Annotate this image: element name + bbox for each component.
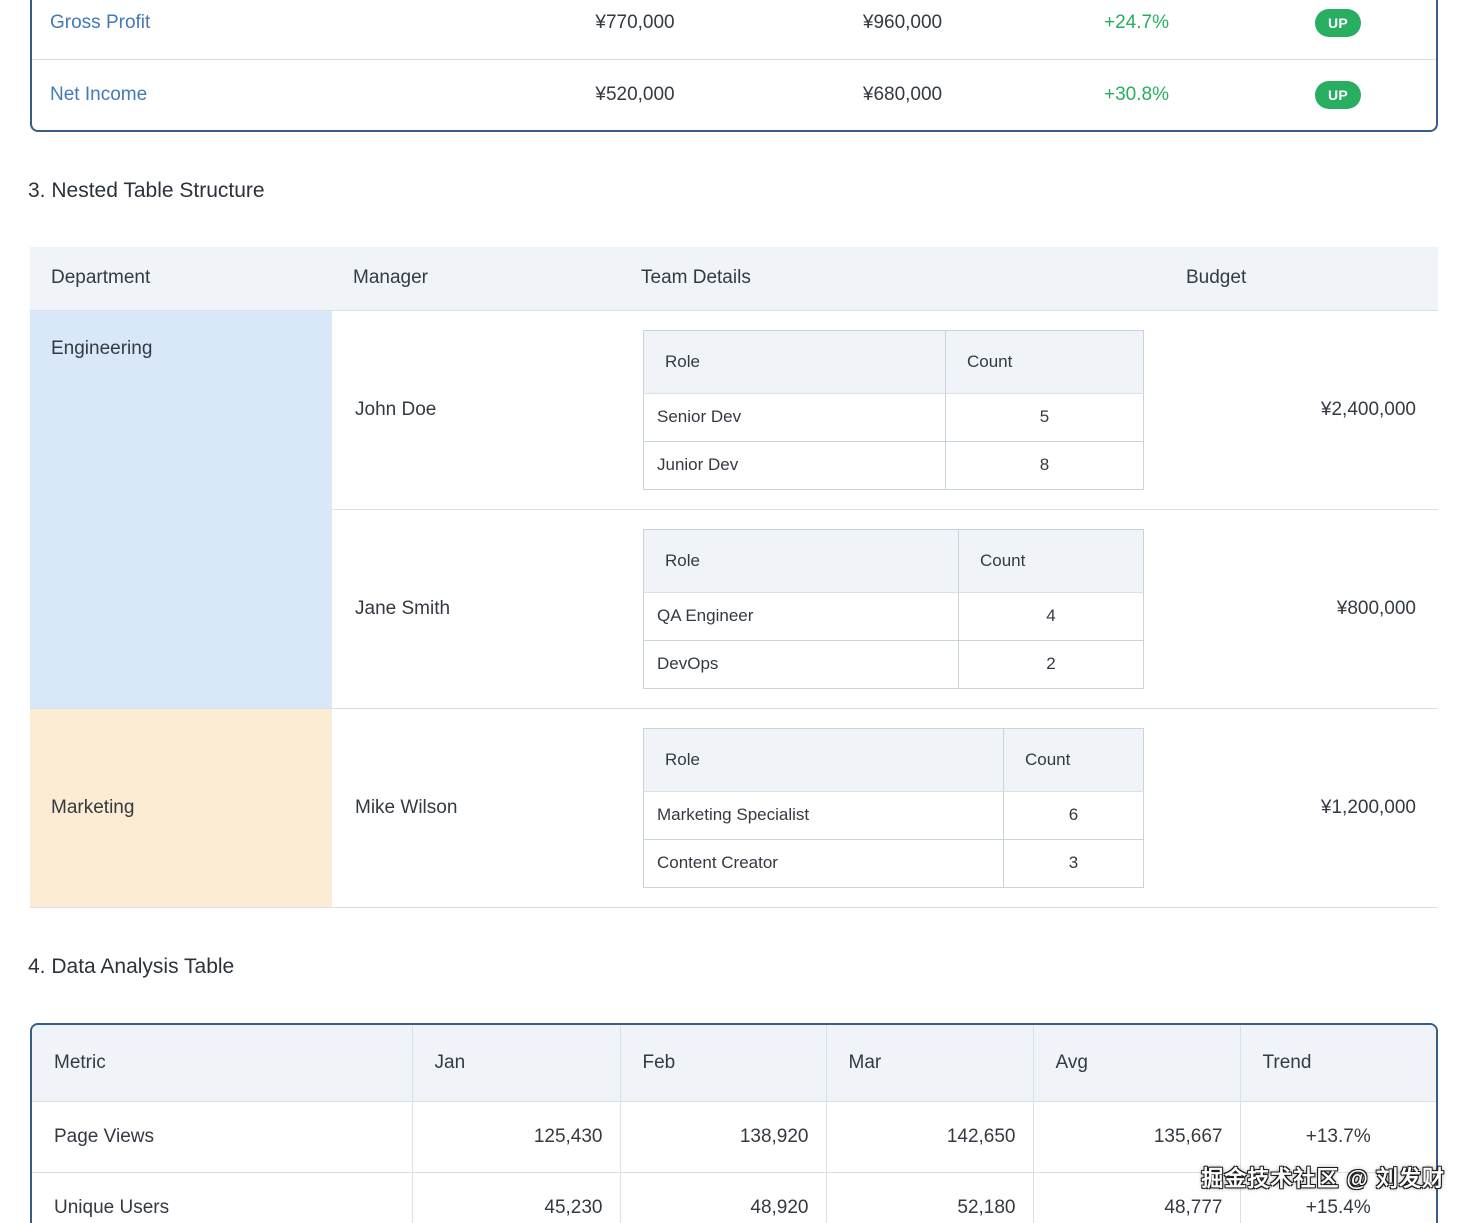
status-badge: UP — [1314, 9, 1362, 38]
analysis-table-frame: Metric Jan Feb Mar Avg Trend Page Views … — [30, 1022, 1438, 1223]
inner-col-count: Count — [1003, 727, 1144, 792]
value-cell: 48,920 — [620, 1172, 827, 1223]
budget-cell: ¥2,400,000 — [1320, 398, 1416, 420]
team-table: Role Count Senior Dev 5 Junior Dev — [643, 329, 1144, 490]
table-row: Marketing Mike Wilson Role Count — [30, 707, 1438, 907]
section-title-nested-table: 3. Nested Table Structure — [28, 179, 265, 202]
inner-row: Marketing Specialist 6 — [643, 790, 1144, 840]
inner-col-role: Role — [643, 727, 1004, 792]
role-cell: Content Creator — [643, 838, 1004, 888]
nested-structure-table: Department Manager Team Details Budget E… — [30, 247, 1438, 908]
table-row: Engineering John Doe Role Count — [30, 310, 1438, 708]
header-row: Department Manager Team Details Budget — [30, 247, 1438, 311]
team-details-cell: Role Count Marketing Specialist 6 Conten… — [620, 707, 1165, 907]
inner-row: DevOps 2 — [643, 639, 1144, 689]
count-cell: 8 — [945, 440, 1144, 490]
role-cell: DevOps — [643, 639, 959, 689]
value-cell: 138,920 — [620, 1101, 827, 1173]
inner-row: Junior Dev 8 — [643, 440, 1144, 490]
status-badge: UP — [1314, 80, 1362, 109]
inner-header-row: Role Count — [643, 329, 1144, 394]
col-header-team-details: Team Details — [620, 247, 1165, 311]
badge-cell: UP — [1240, 58, 1436, 130]
value-cell: 45,230 — [412, 1172, 621, 1223]
metric-label: Gross Profit — [50, 12, 151, 34]
budget-cell: ¥800,000 — [1165, 508, 1438, 708]
table-row: Unique Users 45,230 48,920 52,180 48,777… — [32, 1172, 1436, 1223]
col-header-jan: Jan — [412, 1024, 621, 1102]
inner-col-role: Role — [643, 528, 959, 593]
team-table: Role Count Marketing Specialist 6 Conten… — [643, 727, 1144, 888]
value-cell: 125,430 — [412, 1101, 621, 1173]
role-cell: Senior Dev — [643, 392, 946, 442]
badge-cell: UP — [1240, 0, 1436, 59]
value-cell: ¥960,000 — [862, 12, 943, 34]
inner-row: Content Creator 3 — [643, 838, 1144, 888]
inner-col-count: Count — [958, 528, 1144, 593]
count-cell: 4 — [958, 591, 1144, 641]
change-percent: +30.8% — [1033, 58, 1240, 130]
trend-cell: +15.4% — [1240, 1172, 1436, 1223]
value-cell: ¥520,000 — [498, 58, 772, 130]
col-header-metric: Metric — [32, 1024, 413, 1102]
data-analysis-table: Metric Jan Feb Mar Avg Trend Page Views … — [32, 1024, 1436, 1223]
financial-comparison-table: Gross Profit ¥770,000 ¥960,000 +24.7% UP… — [32, 0, 1436, 130]
role-cell: Junior Dev — [643, 440, 946, 490]
table-row: Jane Smith Role Count QA Engineer — [30, 508, 1438, 708]
team-details-cell: Role Count Senior Dev 5 Junior Dev — [620, 310, 1165, 509]
section-title-data-analysis: 4. Data Analysis Table — [28, 954, 235, 978]
count-cell: 5 — [945, 392, 1144, 442]
inner-row: Senior Dev 5 — [643, 392, 1144, 442]
department-cell: Marketing — [30, 707, 332, 907]
role-cell: QA Engineer — [643, 591, 959, 641]
col-header-trend: Trend — [1240, 1024, 1436, 1102]
col-header-budget: Budget — [1165, 247, 1438, 311]
manager-cell: Jane Smith — [332, 508, 620, 708]
trend-cell: +13.7% — [1305, 1126, 1371, 1147]
header-row: Metric Jan Feb Mar Avg Trend — [32, 1024, 1436, 1102]
metric-label: Page Views — [32, 1101, 413, 1173]
inner-col-role: Role — [643, 329, 946, 394]
metric-label: Net Income — [32, 58, 498, 130]
metric-label: Unique Users — [32, 1172, 413, 1223]
inner-header-row: Role Count — [643, 528, 1144, 593]
change-percent: +24.7% — [1104, 12, 1169, 34]
count-cell: 2 — [958, 639, 1144, 689]
watermark: 掘金技术社区 @ 刘发财 — [1201, 1166, 1445, 1191]
financial-table-frame: Gross Profit ¥770,000 ¥960,000 +24.7% UP… — [30, 0, 1438, 132]
count-cell: 6 — [1003, 790, 1144, 840]
value-cell: ¥680,000 — [772, 58, 1033, 130]
department-cell: Engineering — [30, 310, 332, 708]
manager-cell: Mike Wilson — [332, 707, 620, 907]
value-cell: 52,180 — [826, 1172, 1034, 1223]
col-header-feb: Feb — [620, 1024, 827, 1102]
inner-row: QA Engineer 4 — [643, 591, 1144, 641]
col-header-manager: Manager — [332, 247, 620, 311]
count-cell: 3 — [1003, 838, 1144, 888]
table-row: Gross Profit ¥770,000 ¥960,000 +24.7% UP — [32, 0, 1436, 59]
table-row: Page Views 125,430 138,920 142,650 135,6… — [32, 1101, 1436, 1173]
value-cell: 48,777 — [1033, 1172, 1241, 1223]
budget-cell: ¥1,200,000 — [1165, 707, 1438, 907]
col-header-mar: Mar — [826, 1024, 1034, 1102]
inner-col-count: Count — [945, 329, 1144, 394]
value-cell: 142,650 — [826, 1101, 1034, 1173]
team-table: Role Count QA Engineer 4 DevOps 2 — [643, 528, 1144, 689]
value-cell: ¥770,000 — [595, 12, 675, 34]
table-row: Net Income ¥520,000 ¥680,000 +30.8% UP — [32, 58, 1436, 130]
col-header-department: Department — [30, 247, 332, 311]
col-header-avg: Avg — [1033, 1024, 1241, 1102]
role-cell: Marketing Specialist — [643, 790, 1004, 840]
inner-header-row: Role Count — [643, 727, 1144, 792]
value-cell: 135,667 — [1033, 1101, 1241, 1173]
team-details-cell: Role Count QA Engineer 4 DevOps 2 — [620, 508, 1165, 708]
manager-cell: John Doe — [355, 398, 437, 420]
